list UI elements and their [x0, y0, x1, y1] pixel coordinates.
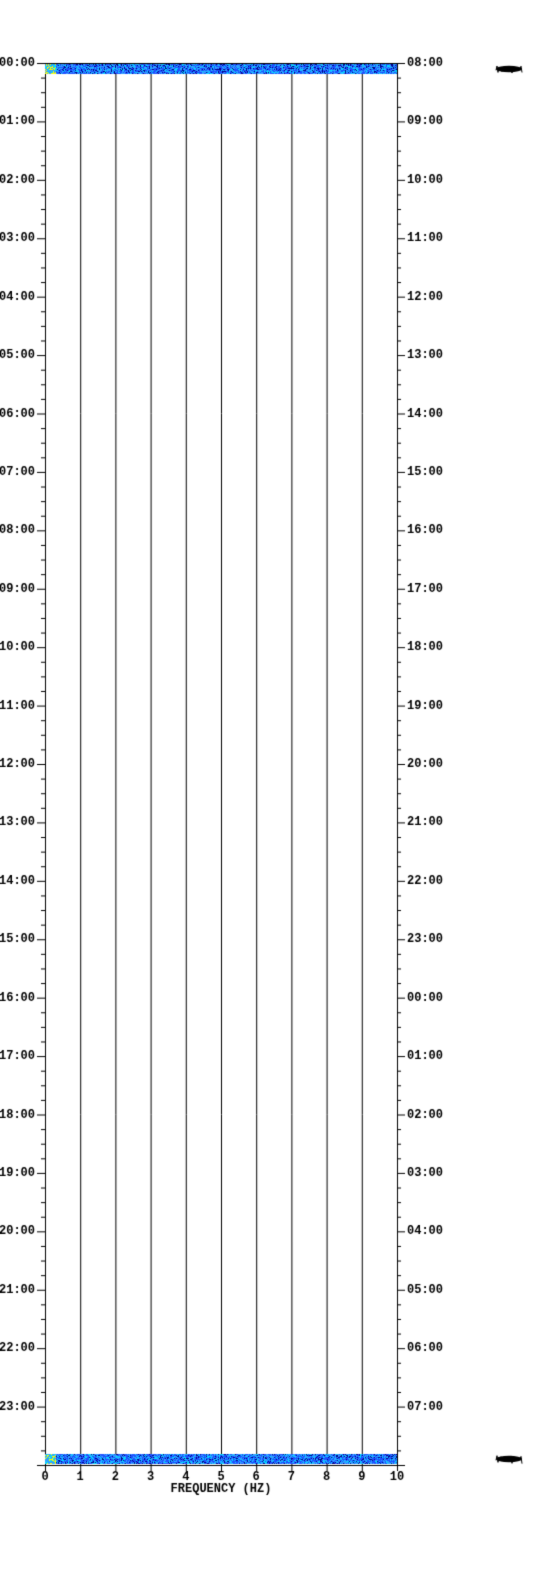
spectrogram-plot	[0, 0, 552, 1589]
